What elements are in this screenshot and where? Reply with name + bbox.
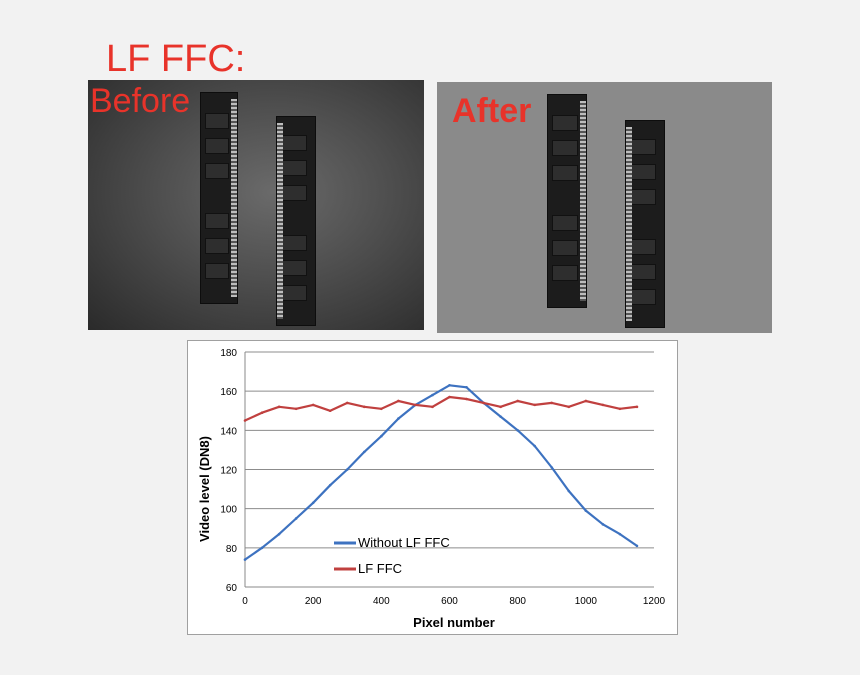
- data-point: [567, 405, 571, 409]
- data-point: [294, 517, 298, 520]
- data-point: [550, 401, 554, 405]
- data-point: [397, 417, 400, 420]
- x-tick-label: 1200: [643, 596, 666, 607]
- data-point: [328, 483, 332, 487]
- legend-label-without: Without LF FFC: [358, 535, 450, 550]
- x-tick-label: 0: [242, 596, 248, 607]
- data-point: [601, 403, 605, 407]
- data-point: [431, 393, 434, 397]
- data-point: [311, 403, 315, 407]
- data-point: [345, 468, 349, 471]
- after-label: After: [452, 92, 532, 130]
- chart-plot: 60 80 100 120 140 160 180 0 200 400 600 800 1000 120…: [197, 348, 666, 630]
- data-point: [618, 532, 622, 536]
- data-point: [414, 403, 417, 407]
- data-point: [362, 450, 366, 454]
- series-line-1: [244, 395, 638, 422]
- data-point: [431, 405, 434, 409]
- page-title: LF FFC:: [106, 38, 246, 80]
- y-tick-label: 160: [220, 387, 237, 398]
- before-label: Before: [90, 82, 191, 120]
- data-point: [516, 429, 519, 432]
- x-tick-label: 200: [305, 596, 322, 607]
- data-point: [465, 397, 468, 401]
- data-point: [465, 385, 468, 389]
- data-point: [328, 409, 332, 413]
- data-point: [448, 383, 451, 387]
- data-point: [584, 509, 588, 512]
- data-point: [397, 399, 400, 403]
- y-tick-label: 180: [220, 348, 237, 359]
- series-line-0: [244, 384, 638, 561]
- data-point: [362, 405, 366, 409]
- x-tick-label: 400: [373, 596, 390, 607]
- data-point: [635, 544, 639, 548]
- data-point: [243, 558, 247, 561]
- y-tick-label: 120: [220, 466, 237, 477]
- memory-module-image: [625, 120, 665, 328]
- y-axis-title: Video level (DN8): [197, 436, 212, 542]
- data-point: [277, 532, 281, 536]
- data-point: [380, 407, 383, 411]
- line-chart: 60 80 100 120 140 160 180 0 200 400 600 800 1000 120…: [187, 340, 678, 635]
- data-point: [260, 546, 264, 550]
- data-point: [584, 399, 588, 403]
- data-point: [260, 411, 264, 415]
- data-point: [533, 403, 537, 407]
- memory-module-image: [200, 92, 238, 304]
- legend-label-lf-ffc: LF FFC: [358, 561, 402, 576]
- y-tick-label: 100: [220, 505, 237, 516]
- data-point: [618, 407, 622, 411]
- data-point: [380, 434, 383, 438]
- data-point: [243, 419, 247, 422]
- data-point: [499, 415, 502, 418]
- x-tick-label: 800: [509, 596, 526, 607]
- data-point: [567, 489, 571, 493]
- data-point: [277, 405, 281, 409]
- data-point: [345, 401, 349, 405]
- data-point: [550, 466, 554, 469]
- data-point: [294, 407, 298, 411]
- data-point: [311, 501, 315, 505]
- x-axis-title: Pixel number: [413, 615, 495, 630]
- data-point: [635, 405, 639, 409]
- data-point: [448, 395, 451, 399]
- x-tick-label: 1000: [575, 596, 598, 607]
- y-tick-label: 60: [226, 583, 238, 594]
- memory-module-image: [276, 116, 316, 326]
- y-tick-label: 140: [220, 426, 237, 437]
- after-photo: After: [437, 82, 772, 333]
- before-photo: Before: [88, 80, 424, 330]
- x-tick-label: 600: [441, 596, 458, 607]
- memory-module-image: [547, 94, 587, 308]
- y-tick-label: 80: [226, 544, 238, 555]
- data-point: [499, 405, 502, 409]
- data-point: [516, 399, 519, 403]
- data-point: [533, 444, 537, 448]
- data-point: [601, 523, 605, 526]
- data-point: [482, 401, 485, 405]
